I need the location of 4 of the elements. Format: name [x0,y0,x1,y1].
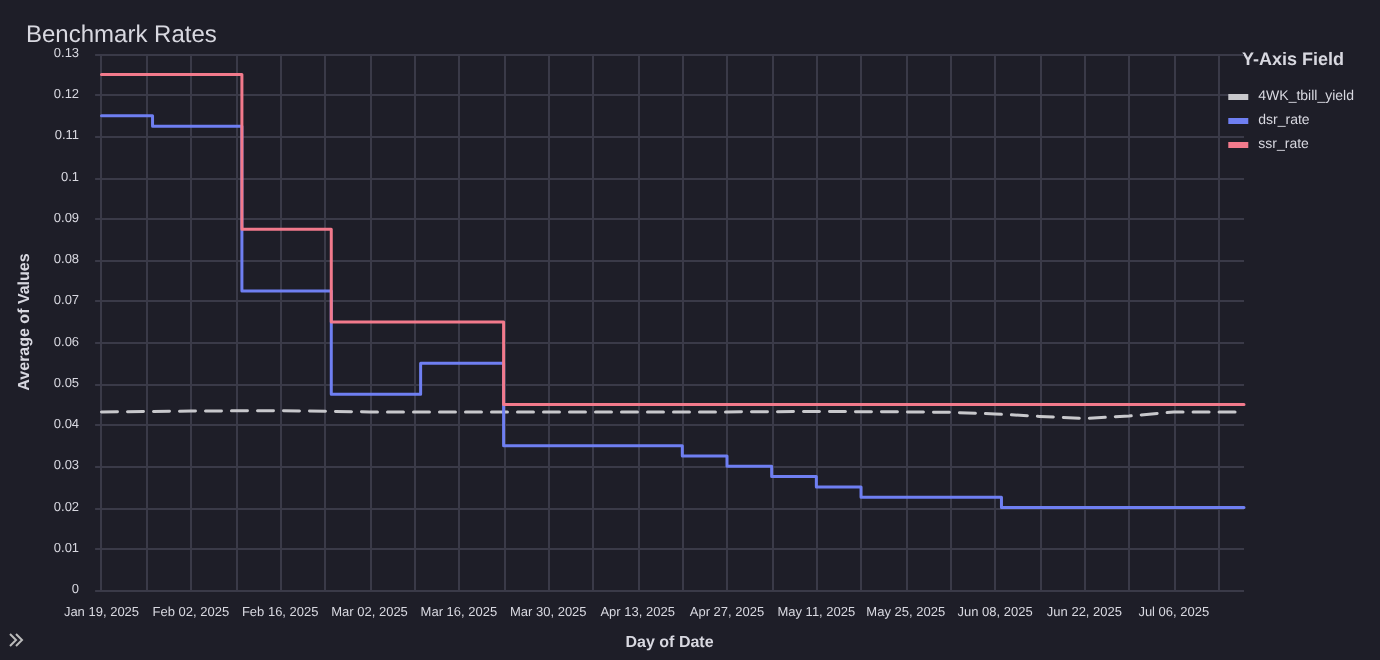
y-axis-title: Average of Values [15,252,33,391]
legend-title: Y-Axis Field [1241,49,1345,69]
x-axis-title: Day of Date [625,633,715,651]
chart-title: Benchmark Rates [26,20,217,48]
